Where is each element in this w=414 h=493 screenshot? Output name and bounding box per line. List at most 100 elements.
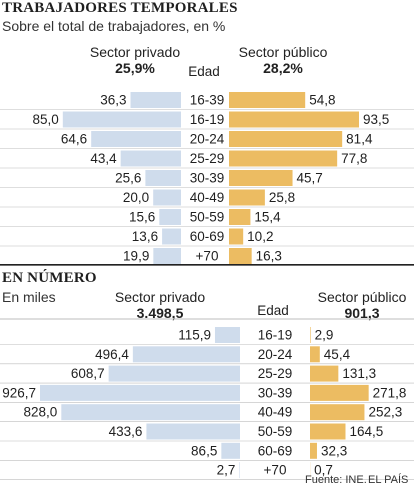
- section2-right-total: 901,3: [344, 305, 380, 321]
- bar-sector-privado: [91, 131, 181, 147]
- bar-sector-publico: [229, 189, 265, 206]
- bar-sector-privado: [108, 365, 241, 382]
- bar-sector-publico: [229, 111, 359, 128]
- age-label: 20-24: [258, 347, 293, 362]
- section1-title: TRABAJADORES TEMPORALES: [2, 0, 238, 16]
- age-label: 20-24: [190, 132, 225, 147]
- label-sector-publico: 81,4: [346, 132, 373, 147]
- bar-sector-privado: [40, 384, 240, 401]
- label-sector-privado: 926,7: [2, 385, 36, 400]
- bar-sector-privado: [221, 442, 240, 459]
- label-sector-privado: 25,6: [115, 171, 141, 186]
- section2-left-header-label: Sector privado: [114, 289, 206, 305]
- label-sector-privado: 433,6: [109, 424, 143, 439]
- section2-left-total: 3.498,5: [136, 305, 184, 321]
- section1-left-header-label: Sector privado: [89, 44, 181, 60]
- bar-sector-publico: [229, 131, 343, 147]
- bar-sector-privado: [153, 189, 181, 206]
- age-label: 50-59: [190, 210, 225, 225]
- age-label: +70: [264, 463, 287, 478]
- label-sector-privado: 496,4: [95, 347, 129, 362]
- bar-sector-publico: [310, 423, 346, 440]
- bar-sector-publico: [310, 404, 365, 421]
- label-sector-privado: 43,4: [90, 151, 117, 166]
- age-label: 40-49: [258, 405, 293, 420]
- age-label: 25-29: [190, 151, 225, 166]
- age-label: 25-29: [258, 366, 293, 381]
- label-sector-privado: 20,0: [123, 190, 149, 205]
- bar-sector-privado: [61, 404, 240, 421]
- label-sector-privado: 115,9: [178, 328, 211, 343]
- section1-left-total: 25,9%: [115, 60, 155, 76]
- section2-left-header: Sector privado 3.498,5: [100, 289, 220, 321]
- label-sector-publico: 93,5: [363, 112, 389, 127]
- bar-sector-privado: [132, 346, 240, 363]
- label-sector-privado: 13,6: [132, 229, 158, 244]
- section2-subtitle: En miles: [2, 289, 56, 305]
- bar-sector-publico: [229, 248, 252, 264]
- bar-sector-publico: [310, 346, 320, 363]
- bar-sector-publico: [229, 92, 306, 108]
- label-sector-publico: 252,3: [368, 405, 402, 420]
- section2-right-header: Sector público 901,3: [310, 289, 414, 321]
- bar-sector-publico: [310, 442, 317, 459]
- age-label: 30-39: [190, 171, 225, 186]
- label-sector-privado: 15,6: [129, 210, 155, 225]
- bar-sector-privado: [130, 92, 181, 108]
- age-label: 50-59: [258, 424, 293, 439]
- label-sector-privado: 86,5: [191, 443, 217, 458]
- label-sector-publico: 131,3: [342, 366, 376, 381]
- age-label: 16-39: [190, 93, 225, 108]
- section1-right-header: Sector público 28,2%: [228, 44, 338, 76]
- section1-right-total: 28,2%: [263, 60, 303, 76]
- age-label: 60-69: [190, 229, 225, 244]
- age-label: 30-39: [258, 385, 293, 400]
- label-sector-privado: 36,3: [100, 93, 126, 108]
- bar-sector-privado: [62, 111, 182, 128]
- bar-sector-privado: [120, 150, 181, 167]
- age-label: +70: [196, 249, 219, 264]
- label-sector-privado: 19,9: [123, 249, 149, 264]
- label-sector-publico: 25,8: [269, 190, 295, 205]
- bar-sector-publico: [310, 365, 339, 382]
- bar-sector-publico: [310, 384, 369, 401]
- section1-subtitle: Sobre el total de trabajadores, en %: [2, 18, 226, 34]
- bar-sector-publico: [229, 170, 293, 186]
- bar-sector-privado: [162, 228, 181, 245]
- bar-sector-privado: [153, 248, 181, 264]
- label-sector-publico: 271,8: [373, 385, 407, 400]
- section2-right-header-label: Sector público: [317, 289, 407, 305]
- label-sector-publico: 32,3: [321, 443, 347, 458]
- section2-age-header: Edad: [257, 303, 289, 318]
- bar-sector-privado: [159, 209, 181, 225]
- section1-left-header: Sector privado 25,9%: [80, 44, 190, 76]
- bar-sector-privado: [145, 170, 181, 186]
- section-divider: [0, 264, 414, 266]
- source-note: Fuente: INE.: [305, 474, 367, 486]
- label-sector-privado: 828,0: [24, 405, 58, 420]
- brand-logo: EL PAÍS: [368, 474, 409, 486]
- age-label: 60-69: [258, 443, 293, 458]
- section1-right-header-label: Sector público: [238, 44, 328, 60]
- bar-sector-privado: [146, 423, 240, 440]
- label-sector-publico: 2,9: [315, 328, 334, 343]
- bar-sector-privado: [239, 462, 240, 479]
- bar-sector-publico: [229, 150, 338, 167]
- bar-sector-publico: [310, 327, 311, 343]
- label-sector-privado: 64,6: [61, 132, 87, 147]
- age-label: 40-49: [190, 190, 225, 205]
- section1-age-header: Edad: [188, 64, 220, 79]
- label-sector-publico: 45,7: [297, 171, 323, 186]
- label-sector-publico: 10,2: [247, 229, 273, 244]
- label-sector-privado: 608,7: [71, 366, 105, 381]
- label-sector-publico: 77,8: [341, 151, 367, 166]
- label-sector-privado: 85,0: [33, 112, 59, 127]
- label-sector-publico: 16,3: [256, 249, 282, 264]
- label-sector-privado: 2,7: [217, 463, 236, 478]
- label-sector-publico: 45,4: [324, 347, 351, 362]
- label-sector-publico: 54,8: [309, 93, 335, 108]
- section2-title: EN NÚMERO: [2, 270, 97, 286]
- age-label: 16-19: [258, 328, 293, 343]
- bar-sector-publico: [229, 228, 244, 245]
